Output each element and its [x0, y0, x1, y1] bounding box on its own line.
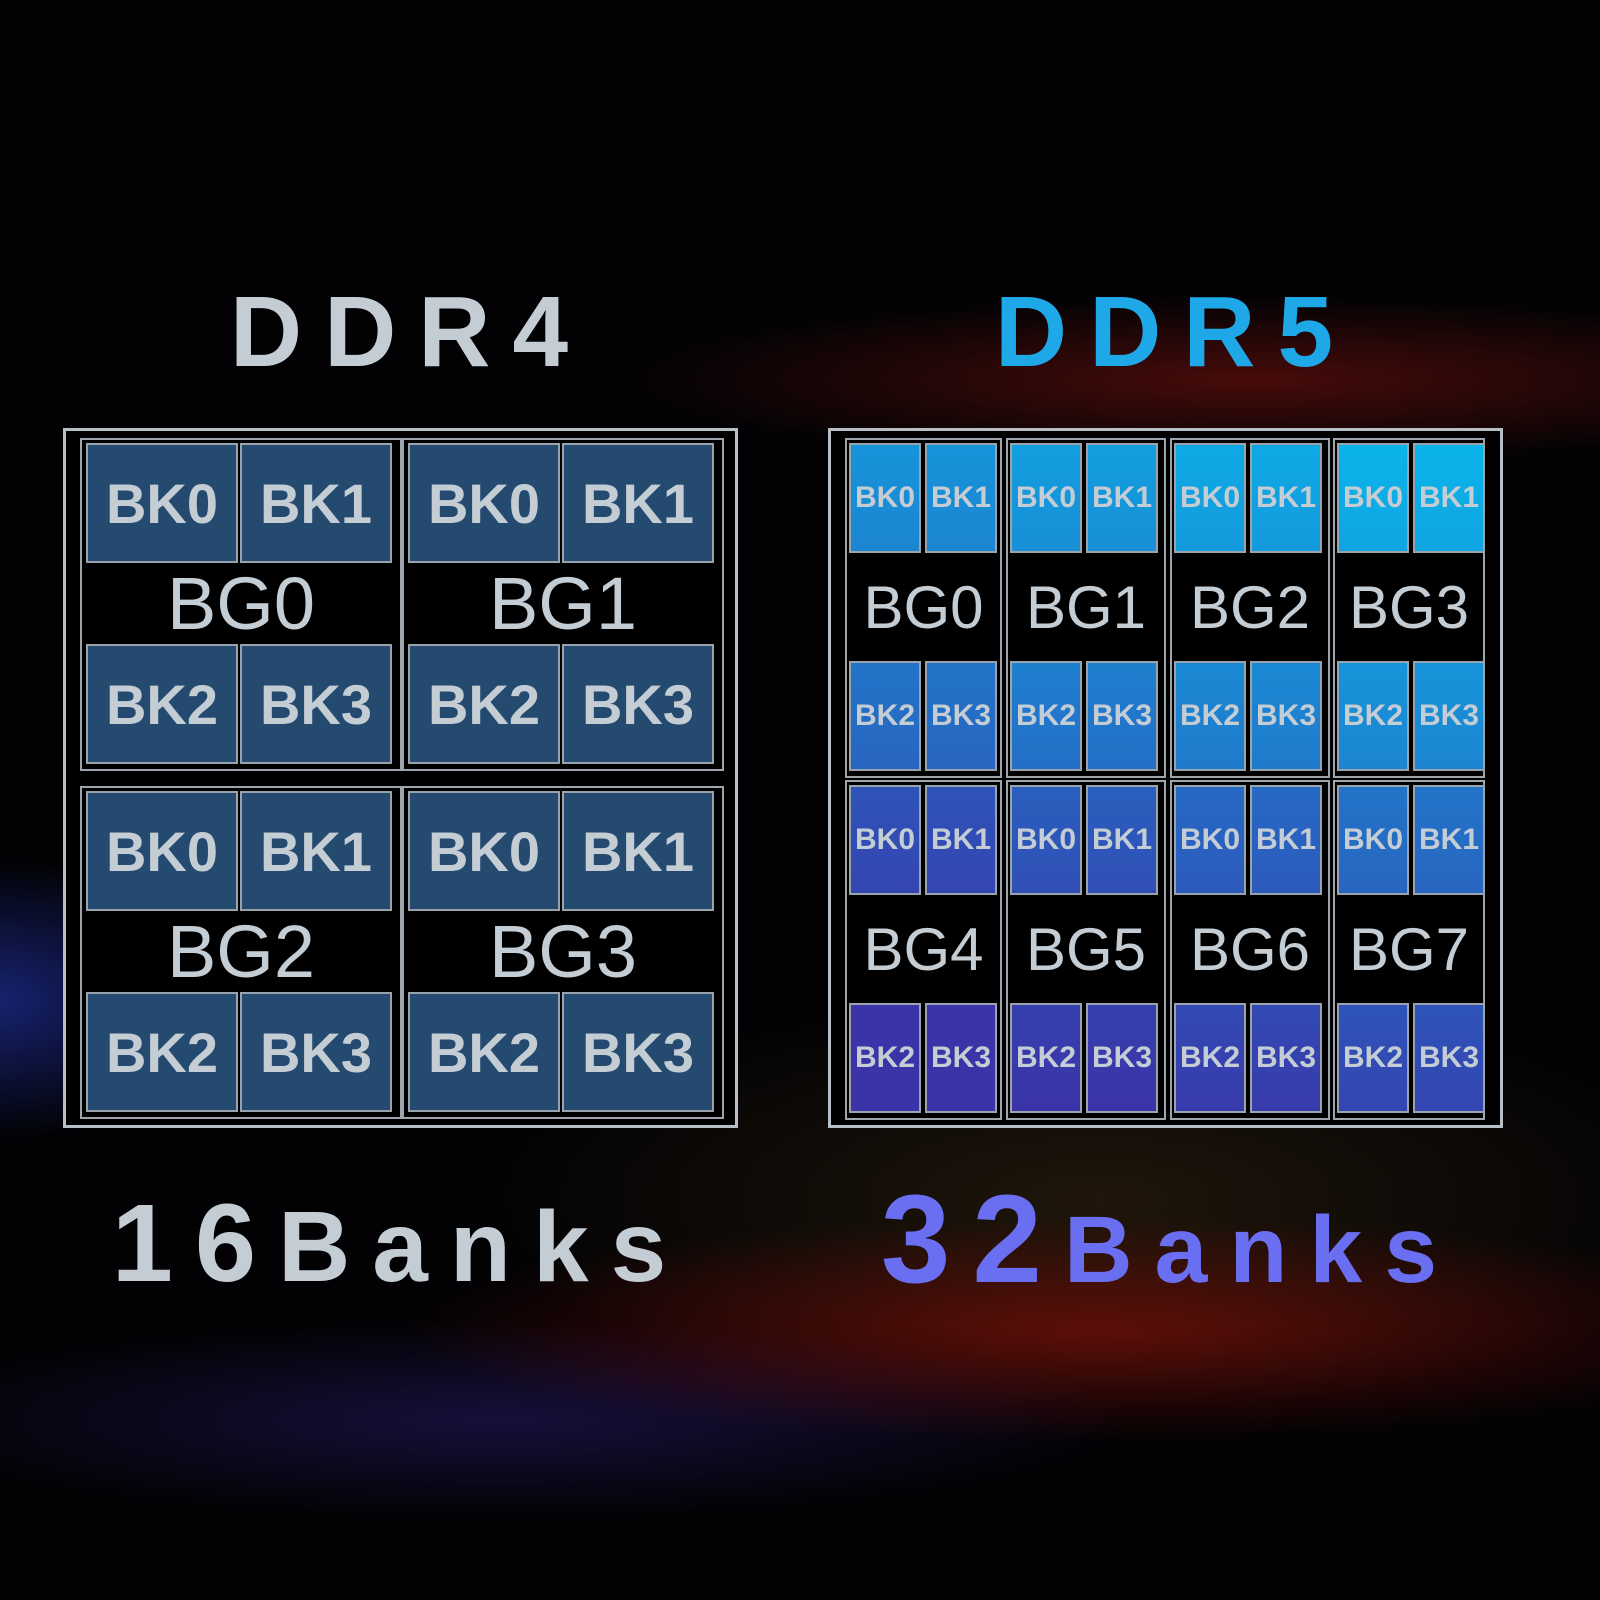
bank-group: BK0 BK1 BK2 BK3 BG7: [1333, 780, 1485, 1120]
bank: BK1: [1086, 785, 1158, 895]
ddr4-chip: BK0 BK1 BK2 BK3 BG0 BK0 BK1 BK2 BK3 BG1 BK0 BK1 BK2 B…: [63, 428, 738, 1128]
ddr4-bank-count: 16Banks: [20, 1180, 780, 1307]
bank-group-label: BG0: [863, 573, 984, 641]
bank: BK1: [240, 443, 392, 563]
bank: BK1: [1250, 443, 1322, 553]
bank: BK2: [408, 992, 560, 1112]
bank: BK0: [1010, 443, 1082, 553]
bank: BK0: [1174, 443, 1246, 553]
bank: BK3: [1086, 661, 1158, 771]
bank: BK1: [925, 443, 997, 553]
bank-group-label: BG1: [1025, 573, 1147, 641]
bank: BK1: [1413, 443, 1485, 553]
bank-group: BK0 BK1 BK2 BK3 BG1: [1006, 438, 1166, 778]
bank: BK0: [408, 791, 560, 911]
bank: BK0: [86, 443, 238, 563]
bank: BK3: [1250, 1003, 1322, 1113]
bank-group: BK0 BK1 BK2 BK3 BG3: [402, 786, 724, 1119]
bank: BK2: [86, 644, 238, 764]
bank: BK2: [849, 1003, 921, 1113]
bank: BK0: [1337, 443, 1409, 553]
bank: BK0: [408, 443, 560, 563]
bank: BK0: [1010, 785, 1082, 895]
ddr5-bank-count-number: 32: [880, 1170, 1064, 1309]
bank-group: BK0 BK1 BK2 BK3 BG0: [845, 438, 1002, 778]
bank-group-label: BG6: [1189, 915, 1311, 983]
ddr4-bank-count-word: Banks: [278, 1191, 689, 1303]
bank-group-label: BG7: [1348, 915, 1470, 983]
bank: BK2: [1010, 1003, 1082, 1113]
bank: BK1: [240, 791, 392, 911]
bank-group: BK0 BK1 BK2 BK3 BG3: [1333, 438, 1485, 778]
bank: BK2: [849, 661, 921, 771]
bank: BK1: [562, 443, 714, 563]
bank-group: BK0 BK1 BK2 BK3 BG2: [80, 786, 402, 1119]
bank: BK2: [1337, 1003, 1409, 1113]
bank: BK1: [1086, 443, 1158, 553]
bank-group-label: BG4: [863, 915, 984, 983]
bank: BK3: [1413, 661, 1485, 771]
bank-group: BK0 BK1 BK2 BK3 BG1: [402, 438, 724, 771]
bank: BK0: [849, 443, 921, 553]
bank: BK0: [86, 791, 238, 911]
bank-group-label: BG0: [166, 562, 316, 645]
bank: BK0: [1337, 785, 1409, 895]
bank: BK3: [1413, 1003, 1485, 1113]
bank: BK3: [240, 644, 392, 764]
bank: BK3: [562, 992, 714, 1112]
ddr5-chip: BK0 BK1 BK2 BK3 BG0 BK0 BK1 BK2 BK3 BG1 BK0 BK1 BK2 B…: [828, 428, 1503, 1128]
bank: BK0: [849, 785, 921, 895]
bank: BK2: [86, 992, 238, 1112]
bank: BK3: [1250, 661, 1322, 771]
bank-group-label: BG3: [488, 910, 638, 993]
bank: BK3: [1086, 1003, 1158, 1113]
bank-group-label: BG2: [166, 910, 316, 993]
ddr4-title: DDR4: [229, 276, 591, 388]
bank: BK1: [925, 785, 997, 895]
bank-group-label: BG5: [1025, 915, 1147, 983]
ddr5-title: DDR5: [994, 276, 1356, 388]
ddr4-bank-count-number: 16: [111, 1182, 279, 1305]
bank: BK3: [562, 644, 714, 764]
ddr5-bank-count: 32Banks: [790, 1168, 1550, 1311]
bank: BK2: [1010, 661, 1082, 771]
bank: BK1: [1413, 785, 1485, 895]
bank-group: BK0 BK1 BK2 BK3 BG6: [1170, 780, 1330, 1120]
bank: BK3: [925, 661, 997, 771]
bank: BK3: [925, 1003, 997, 1113]
bank-group: BK0 BK1 BK2 BK3 BG5: [1006, 780, 1166, 1120]
ddr5-bank-count-word: Banks: [1063, 1197, 1460, 1303]
bank: BK3: [240, 992, 392, 1112]
bank: BK2: [1337, 661, 1409, 771]
bank-group-label: BG1: [488, 562, 638, 645]
bank: BK2: [1174, 1003, 1246, 1113]
bank: BK0: [1174, 785, 1246, 895]
bank-group: BK0 BK1 BK2 BK3 BG2: [1170, 438, 1330, 778]
bank-group: BK0 BK1 BK2 BK3 BG4: [845, 780, 1002, 1120]
bank: BK1: [562, 791, 714, 911]
bank: BK2: [408, 644, 560, 764]
bank-group: BK0 BK1 BK2 BK3 BG0: [80, 438, 402, 771]
bank: BK2: [1174, 661, 1246, 771]
bank-group-label: BG2: [1189, 573, 1311, 641]
bank-group-label: BG3: [1348, 573, 1470, 641]
bank: BK1: [1250, 785, 1322, 895]
